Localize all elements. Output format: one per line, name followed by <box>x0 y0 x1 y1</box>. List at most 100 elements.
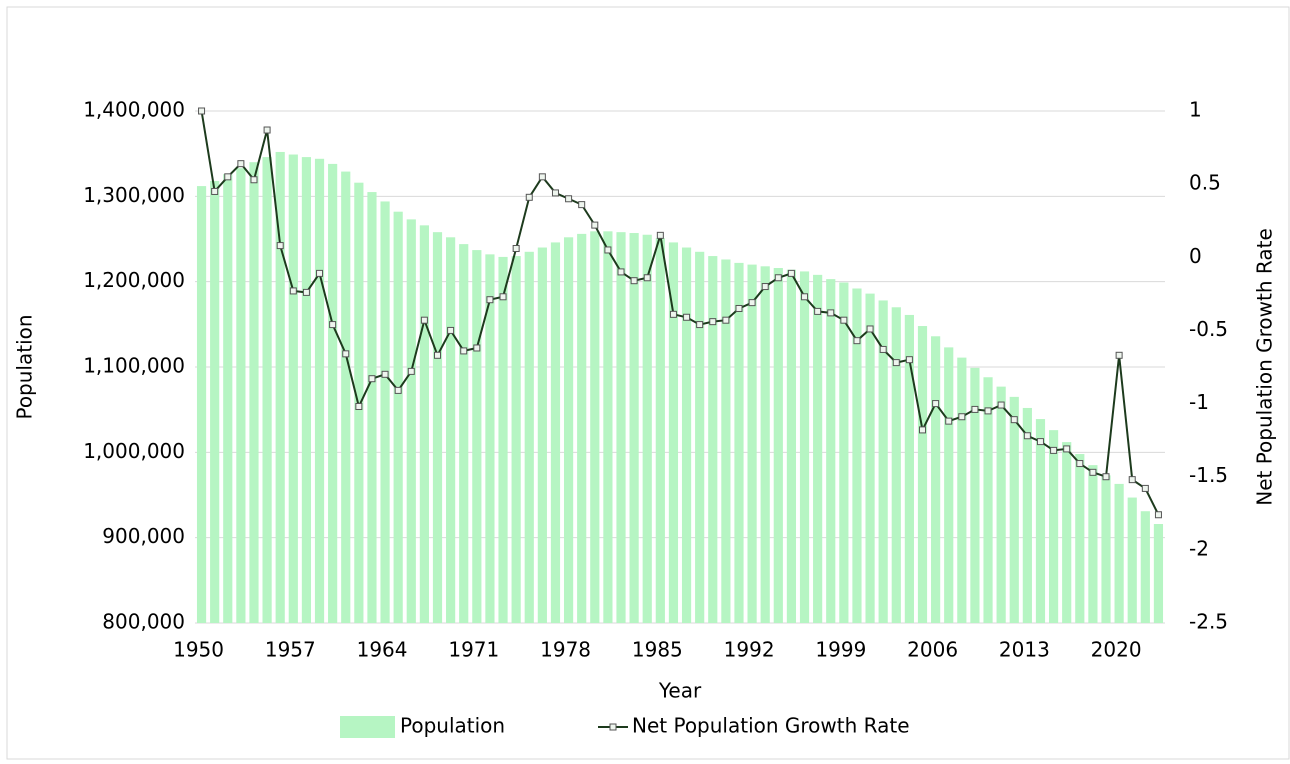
line-marker <box>905 356 913 364</box>
bar <box>695 251 705 624</box>
bar <box>904 314 914 623</box>
x-tick-label: 2013 <box>999 638 1050 662</box>
bar <box>511 256 521 623</box>
bar <box>301 157 312 623</box>
bar <box>996 386 1006 623</box>
line-marker <box>1089 468 1097 476</box>
y2-tick-label: 0 <box>1189 244 1202 268</box>
line-marker <box>1076 460 1084 468</box>
x-tick-label: 1978 <box>540 638 591 662</box>
bar <box>983 377 993 623</box>
bar <box>223 174 233 623</box>
line-marker <box>696 321 704 329</box>
line-marker <box>538 173 546 181</box>
line-marker <box>840 316 848 324</box>
bar <box>262 157 272 623</box>
line-marker <box>355 402 363 410</box>
line-marker <box>1023 432 1031 440</box>
bar <box>275 151 285 623</box>
bar <box>944 347 954 623</box>
y2-tick-label: -1 <box>1189 390 1209 414</box>
line-marker <box>1063 445 1071 453</box>
y2-tick-label: -1.5 <box>1189 463 1228 487</box>
bar <box>1075 454 1085 623</box>
y-tick-label: 800,000 <box>102 610 185 634</box>
bar <box>799 271 810 623</box>
line-marker <box>958 413 966 421</box>
line-marker <box>224 173 232 181</box>
line-marker <box>551 189 559 197</box>
line-marker <box>460 347 468 355</box>
line-marker <box>1102 473 1110 481</box>
line-marker <box>827 309 835 317</box>
bar <box>668 242 679 623</box>
bar <box>1088 465 1098 623</box>
x-tick-label: 1992 <box>724 638 775 662</box>
line-marker <box>289 287 297 295</box>
bar <box>485 254 495 624</box>
bar <box>970 367 980 623</box>
line-marker <box>945 417 953 425</box>
bar <box>826 279 836 623</box>
y-tick-label: 1,200,000 <box>83 268 185 292</box>
line-marker <box>237 160 245 168</box>
line-marker <box>407 367 415 375</box>
bar <box>419 225 429 623</box>
x-axis-label: Year <box>658 679 702 703</box>
line-marker <box>512 245 520 253</box>
line-marker <box>578 201 586 209</box>
bar <box>1101 475 1111 623</box>
bar <box>1140 511 1150 623</box>
bar <box>852 288 862 623</box>
bar <box>931 336 941 623</box>
line-marker <box>329 321 337 329</box>
bar <box>563 237 574 623</box>
line-marker <box>1036 438 1044 446</box>
bar <box>1035 419 1046 623</box>
bar <box>550 242 561 623</box>
bar <box>747 264 757 623</box>
y2-tick-label: 1 <box>1189 98 1202 122</box>
bar <box>1114 483 1124 623</box>
line-marker <box>211 187 219 195</box>
bar <box>314 158 325 623</box>
bar <box>721 259 731 623</box>
bar <box>472 250 482 624</box>
line-marker <box>656 231 664 239</box>
bar <box>341 171 351 623</box>
bar <box>839 282 849 623</box>
bar <box>1062 442 1072 623</box>
line-marker <box>669 310 677 318</box>
line-marker <box>1010 416 1018 424</box>
bar <box>1022 407 1032 623</box>
line-marker <box>984 407 992 415</box>
line-marker <box>1154 511 1162 519</box>
bar <box>957 357 967 623</box>
bar <box>288 154 298 623</box>
bar <box>498 256 508 623</box>
y-axis-label: Population <box>13 314 37 419</box>
bar <box>891 307 901 623</box>
bar <box>786 269 797 623</box>
bar <box>380 201 390 623</box>
legend-swatch <box>340 716 395 738</box>
bar <box>196 186 207 624</box>
line-marker <box>473 344 481 352</box>
bar <box>773 268 783 623</box>
x-tick-label: 1985 <box>632 638 683 662</box>
line-marker <box>932 400 940 408</box>
line-marker <box>643 274 651 282</box>
line-marker <box>1050 446 1058 454</box>
bar <box>734 262 744 623</box>
line-marker <box>617 268 625 276</box>
bar <box>642 234 652 623</box>
line-marker <box>787 269 795 277</box>
legend-marker <box>609 723 617 731</box>
bar <box>236 168 246 623</box>
line-marker <box>866 325 874 333</box>
line-marker <box>1128 476 1136 484</box>
line-marker <box>302 288 310 296</box>
y-tick-label: 1,300,000 <box>83 183 185 207</box>
bar <box>590 231 600 623</box>
y2-tick-label: -2.5 <box>1189 610 1228 634</box>
